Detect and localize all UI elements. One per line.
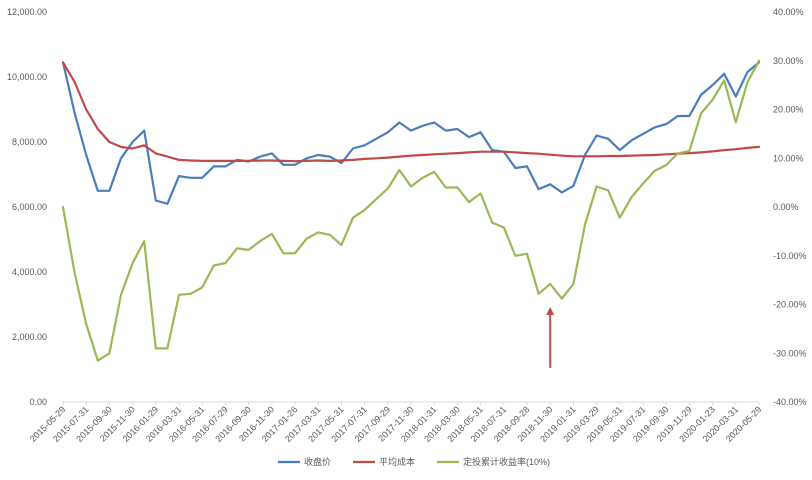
y-right-tick-label: -20.00% <box>773 300 807 310</box>
y-left-tick-label: 8,000.00 <box>12 137 47 147</box>
y-left-tick-label: 2,000.00 <box>12 332 47 342</box>
series-line-1 <box>61 61 761 205</box>
legend-label-2: 平均成本 <box>379 456 415 467</box>
series-layer <box>61 59 761 362</box>
y-right-tick-label: 20.00% <box>773 105 804 115</box>
series-line-3 <box>61 59 761 362</box>
y-right-tick-label: 10.00% <box>773 153 804 163</box>
series-line-2 <box>61 61 761 163</box>
y-right-tick-label: 40.00% <box>773 7 804 17</box>
y-right-tick-label: 0.00% <box>773 202 799 212</box>
annotation-layer <box>546 306 555 368</box>
legend-label-1: 收盘价 <box>304 456 331 467</box>
y-left-tick-label: 12,000.00 <box>7 7 47 17</box>
legend: 收盘价 平均成本 定投累计收益率(10%) <box>278 456 550 467</box>
y-right-tick-label: -30.00% <box>773 348 807 358</box>
y-right-tick-label: 30.00% <box>773 56 804 66</box>
y-left-tick-label: 10,000.00 <box>7 72 47 82</box>
legend-label-3: 定投累计收益率(10%) <box>463 456 550 467</box>
y-left-tick-label: 6,000.00 <box>12 202 47 212</box>
y-left-tick-label: 0.00 <box>29 397 47 407</box>
y-right-tick-label: -40.00% <box>773 397 807 407</box>
y-right-tick-label: -10.00% <box>773 251 807 261</box>
annotation-arrow-head <box>546 306 555 315</box>
y-left-tick-label: 4,000.00 <box>12 267 47 277</box>
